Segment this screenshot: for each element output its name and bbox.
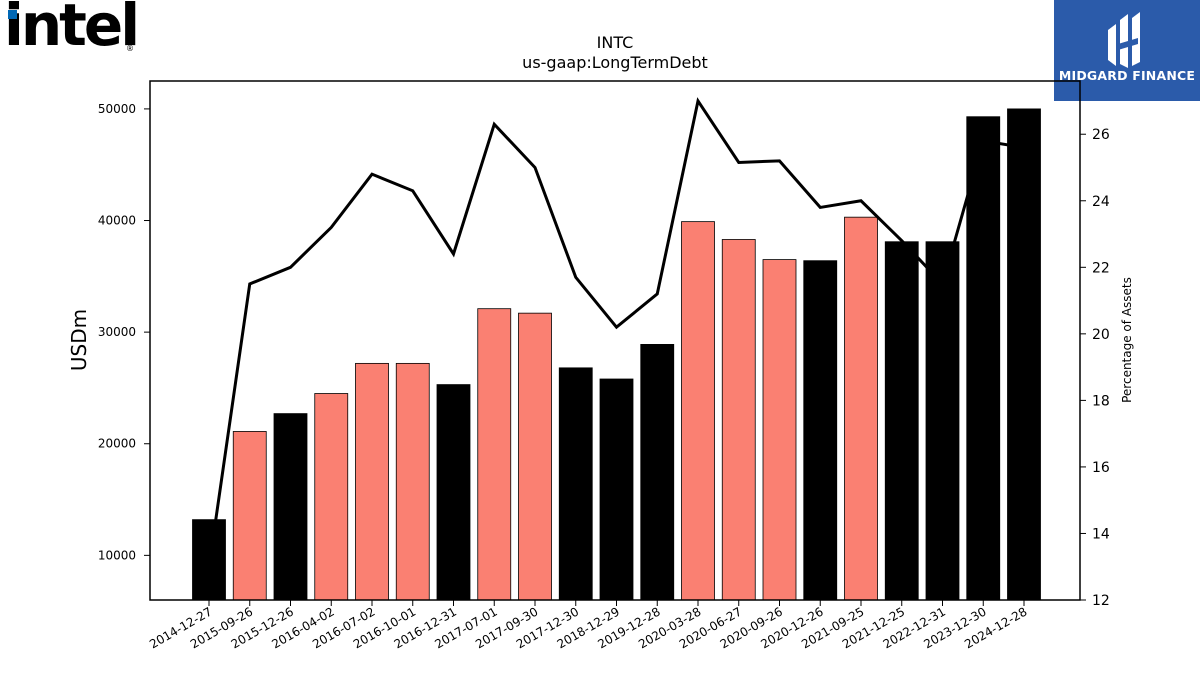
chart-subtitle: us-gaap:LongTermDebt [522,53,708,72]
bar-2018-12-29 [599,378,634,601]
bar-2020-03-28 [681,221,715,601]
chart-title: INTC [597,33,634,52]
midgard-finance-logo: MIDGARD FINANCE [1054,0,1200,101]
y2-tick-label: 20 [1092,327,1110,343]
bar-2016-10-01 [395,362,430,601]
x-axis: 2014-12-272015-09-262015-12-262016-04-02… [147,600,1030,651]
y-axis-label: USDm [67,309,91,371]
line-series-1 [207,97,1025,567]
y-tick-label: 30000 [98,325,136,339]
bar-2016-04-02 [314,393,349,601]
y2-tick-label: 26 [1092,127,1110,143]
plot-frame [149,80,1081,601]
bar-2021-09-25 [844,216,878,601]
bar-2023-12-30 [966,116,1001,601]
bar-2016-12-31 [436,384,471,601]
y2-tick-label: 14 [1092,526,1110,542]
y2-tick-label: 16 [1092,460,1110,476]
bar-2021-12-25 [884,241,919,601]
intel-logo-text: intel [4,0,140,59]
intel-logo-dot [8,10,17,19]
bar-2022-12-31 [925,241,960,601]
bar-2017-12-30 [558,367,593,601]
midgard-finance-text: MIDGARD FINANCE [1058,68,1196,83]
line-layer [207,97,1025,567]
y2-tick-label: 24 [1092,194,1110,210]
y-tick-label: 20000 [98,437,136,451]
y2-tick-label: 22 [1092,260,1110,276]
bar-2020-12-26 [803,260,838,601]
bar-2016-07-02 [355,362,389,601]
y2-tick-label: 12 [1092,593,1110,609]
y-tick-label: 40000 [98,214,136,228]
bar-2017-09-30 [518,312,552,601]
y-tick-label: 10000 [98,548,136,562]
y2-axis-label: Percentage of Assets [1120,277,1134,403]
midgard-mark-icon [1108,12,1140,68]
bar-2017-07-01 [477,308,512,601]
bar-2019-12-28 [640,344,675,601]
intel-registered-mark: ® [126,44,134,53]
bar-2015-12-26 [273,413,308,601]
y-axis-left: 10000 20000 30000 40000 50000 [98,102,150,562]
bar-2020-09-26 [762,259,797,601]
bar-2020-06-27 [721,239,756,601]
y2-tick-label: 18 [1092,393,1110,409]
bar-group [192,108,1041,601]
intel-logo: intel ® [4,0,140,59]
y-axis-right: 12 14 16 18 20 22 24 26 [1080,127,1110,609]
y-tick-label: 50000 [98,102,136,116]
bar-2024-12-28 [1007,108,1041,601]
bar-2015-09-26 [232,431,267,601]
